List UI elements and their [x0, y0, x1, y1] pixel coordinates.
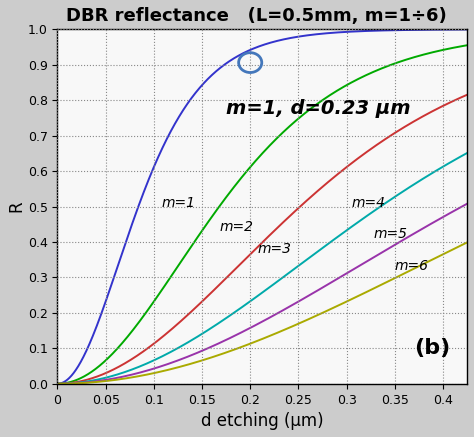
Text: m=2: m=2	[219, 220, 254, 234]
Text: m=5: m=5	[374, 227, 408, 241]
Text: m=3: m=3	[258, 242, 292, 256]
Text: m=4: m=4	[351, 195, 385, 209]
X-axis label: d etching (μm): d etching (μm)	[201, 412, 324, 430]
Text: m=1, d=0.23 μm: m=1, d=0.23 μm	[226, 99, 411, 118]
Text: (b): (b)	[414, 338, 450, 357]
Text: DBR reflectance   (L=0.5mm, m=1÷6): DBR reflectance (L=0.5mm, m=1÷6)	[65, 7, 447, 25]
Text: m=1: m=1	[162, 195, 196, 209]
Y-axis label: R: R	[7, 201, 25, 212]
Text: m=6: m=6	[395, 259, 429, 273]
